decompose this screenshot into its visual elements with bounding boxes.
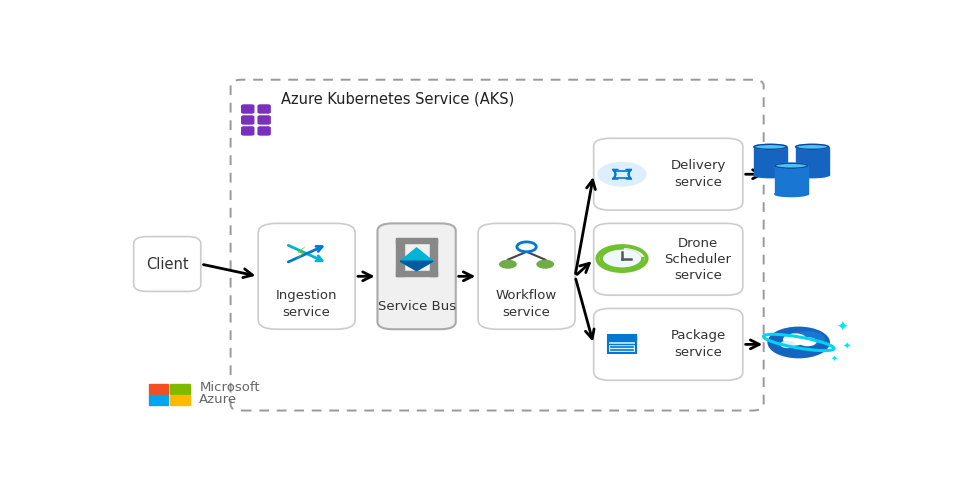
Circle shape bbox=[602, 249, 641, 269]
Text: Workflow
service: Workflow service bbox=[496, 289, 556, 319]
FancyBboxPatch shape bbox=[593, 223, 742, 295]
Bar bbox=[148, 395, 168, 405]
FancyBboxPatch shape bbox=[593, 138, 742, 210]
FancyBboxPatch shape bbox=[241, 104, 254, 114]
Bar bbox=[430, 239, 436, 276]
FancyBboxPatch shape bbox=[478, 223, 575, 329]
FancyBboxPatch shape bbox=[134, 237, 201, 292]
Text: ✦: ✦ bbox=[835, 320, 847, 334]
Text: Package
service: Package service bbox=[670, 329, 725, 359]
Text: Azure Kubernetes Service (AKS): Azure Kubernetes Service (AKS) bbox=[281, 91, 513, 106]
Ellipse shape bbox=[774, 191, 807, 196]
Ellipse shape bbox=[774, 163, 807, 168]
FancyBboxPatch shape bbox=[241, 115, 254, 125]
Text: ✦: ✦ bbox=[842, 341, 850, 351]
Bar bbox=[170, 384, 189, 394]
Bar bbox=[607, 335, 635, 341]
Circle shape bbox=[779, 341, 794, 348]
Text: ⚡: ⚡ bbox=[295, 245, 307, 263]
FancyBboxPatch shape bbox=[377, 223, 456, 329]
Polygon shape bbox=[400, 261, 432, 271]
Bar bbox=[753, 147, 786, 175]
Circle shape bbox=[597, 162, 646, 187]
Text: Drone
Scheduler
service: Drone Scheduler service bbox=[664, 237, 730, 282]
Circle shape bbox=[499, 260, 516, 269]
Ellipse shape bbox=[795, 173, 827, 178]
Bar bbox=[148, 384, 168, 394]
Bar bbox=[396, 271, 436, 276]
Circle shape bbox=[535, 260, 554, 269]
Bar bbox=[795, 147, 827, 175]
Circle shape bbox=[798, 337, 816, 346]
Polygon shape bbox=[400, 248, 432, 271]
Text: Delivery
service: Delivery service bbox=[670, 159, 725, 189]
Bar bbox=[396, 239, 404, 276]
Circle shape bbox=[782, 333, 806, 346]
Ellipse shape bbox=[753, 173, 786, 178]
Circle shape bbox=[597, 246, 646, 271]
Text: Azure: Azure bbox=[199, 393, 237, 407]
Text: Microsoft: Microsoft bbox=[199, 382, 259, 394]
Bar bbox=[774, 166, 807, 194]
FancyBboxPatch shape bbox=[241, 126, 254, 136]
Ellipse shape bbox=[787, 331, 824, 346]
Circle shape bbox=[767, 327, 829, 358]
Ellipse shape bbox=[753, 144, 786, 149]
FancyBboxPatch shape bbox=[607, 335, 635, 354]
FancyBboxPatch shape bbox=[258, 104, 271, 114]
Text: Ingestion
service: Ingestion service bbox=[276, 289, 337, 319]
Bar bbox=[396, 238, 436, 243]
FancyBboxPatch shape bbox=[231, 80, 763, 410]
FancyBboxPatch shape bbox=[258, 115, 271, 125]
FancyBboxPatch shape bbox=[258, 223, 355, 329]
Text: ✦: ✦ bbox=[830, 353, 837, 362]
Text: Client: Client bbox=[146, 256, 188, 272]
FancyBboxPatch shape bbox=[258, 126, 271, 136]
Circle shape bbox=[516, 242, 535, 252]
FancyBboxPatch shape bbox=[593, 308, 742, 381]
Bar bbox=[170, 395, 189, 405]
Text: Service Bus: Service Bus bbox=[377, 300, 456, 313]
Ellipse shape bbox=[795, 144, 827, 149]
